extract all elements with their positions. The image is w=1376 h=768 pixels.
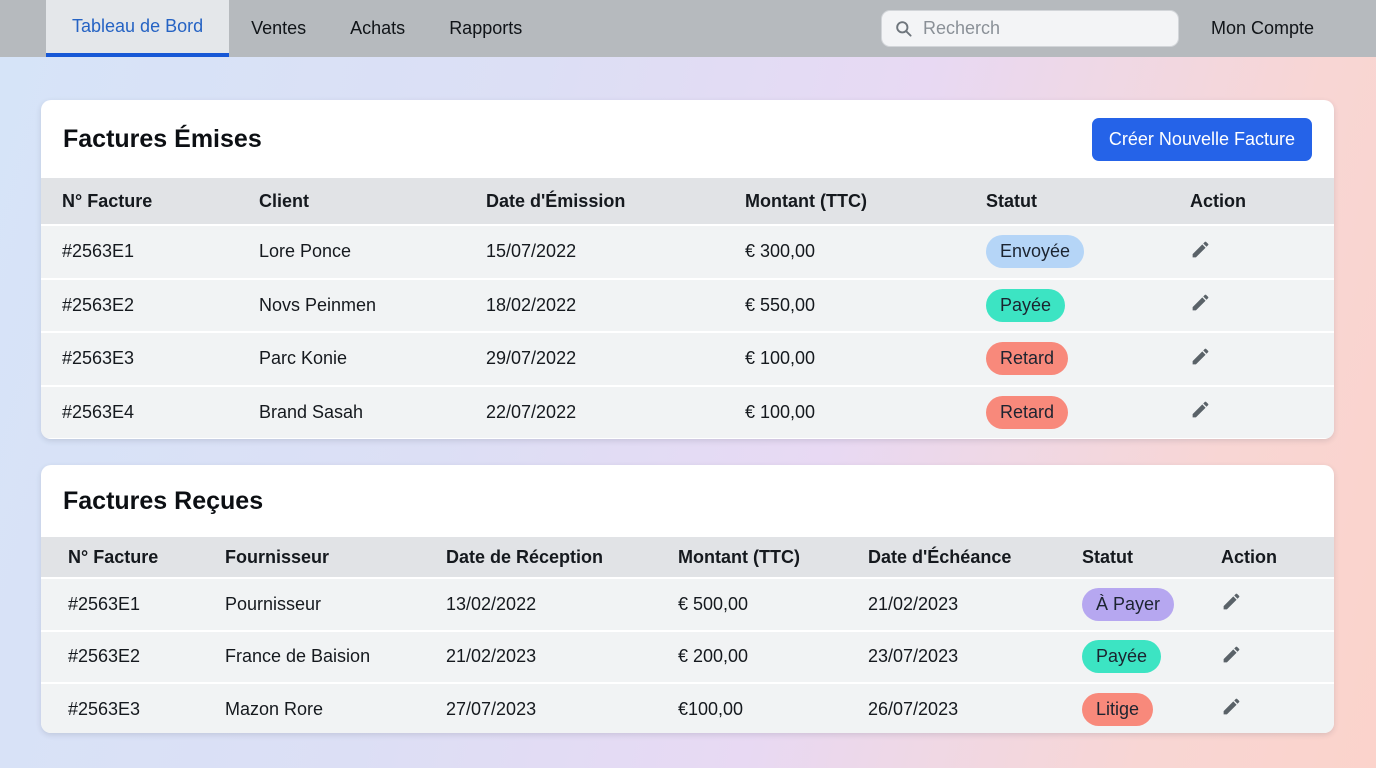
col-statut: Statut: [986, 190, 1037, 211]
amount: € 300,00: [745, 241, 816, 262]
edit-invoice-button[interactable]: [1190, 399, 1211, 420]
reception-date: 13/02/2022: [446, 593, 537, 614]
supplier-name: France de Baision: [225, 646, 371, 667]
invoice-number: #2563E2: [62, 294, 135, 315]
supplier-name: Mazon Rore: [225, 698, 324, 719]
status-badge: Litige: [1082, 692, 1154, 726]
invoice-number: #2563E1: [62, 241, 135, 262]
invoice-number: #2563E4: [62, 401, 135, 422]
table-row: #2563E1 Lore Ponce 15/07/2022 € 300,00 E…: [41, 224, 1334, 278]
table-header-emises: N° Facture Client Date d'Émission Montan…: [41, 178, 1334, 224]
emission-date: 15/07/2022: [486, 241, 577, 262]
pencil-icon: [1223, 646, 1240, 663]
table-header-recues: N° Facture Fournisseur Date de Réception…: [41, 537, 1334, 577]
tab-tableau-de-bord[interactable]: Tableau de Bord: [46, 0, 230, 57]
emission-date: 29/07/2022: [486, 348, 577, 369]
due-date: 26/07/2023: [868, 698, 959, 719]
table-row: #2563E2 France de Baision 21/02/2023 € 2…: [41, 629, 1334, 682]
edit-invoice-button[interactable]: [1190, 346, 1211, 367]
amount: € 100,00: [745, 401, 816, 422]
amount: € 200,00: [678, 646, 749, 667]
table-row: #2563E1 Pournisseur 13/02/2022 € 500,00 …: [41, 577, 1334, 630]
emission-date: 18/02/2022: [486, 294, 577, 315]
col-date-emission: Date d'Émission: [486, 190, 626, 211]
amount: € 550,00: [745, 294, 816, 315]
tab-label: Tableau de Bord: [72, 16, 204, 36]
col-client: Client: [259, 190, 310, 211]
due-date: 23/07/2023: [868, 646, 959, 667]
invoice-number: #2563E3: [62, 348, 135, 369]
edit-invoice-button[interactable]: [1221, 591, 1242, 612]
col-fournisseur: Fournisseur: [225, 546, 330, 567]
due-date: 21/02/2023: [868, 593, 959, 614]
pencil-icon: [1223, 698, 1240, 715]
table-row: #2563E2 Novs Peinmen 18/02/2022 € 550,00…: [41, 277, 1334, 331]
col-action: Action: [1190, 190, 1246, 211]
edit-invoice-button[interactable]: [1221, 644, 1242, 665]
client-name: Novs Peinmen: [259, 294, 377, 315]
reception-date: 27/07/2023: [446, 698, 537, 719]
edit-invoice-button[interactable]: [1190, 292, 1211, 313]
reception-date: 21/02/2023: [446, 646, 537, 667]
table-row: #2563E3 Parc Konie 29/07/2022 € 100,00 R…: [41, 331, 1334, 385]
search-icon: [896, 21, 912, 37]
status-badge: Payée: [1082, 640, 1162, 674]
tab-achats[interactable]: Achats: [328, 0, 427, 57]
amount: € 500,00: [678, 593, 749, 614]
col-date-reception: Date de Réception: [446, 546, 604, 567]
page-title-factures-recues: Factures Reçues: [63, 486, 264, 515]
table-row: #2563E4 Brand Sasah 22/07/2022 € 100,00 …: [41, 384, 1334, 438]
account-label: Mon Compte: [1210, 18, 1314, 38]
tab-label: Achats: [350, 18, 406, 38]
status-badge: Retard: [986, 342, 1069, 376]
col-numero: N° Facture: [68, 546, 159, 567]
invoice-number: #2563E3: [68, 698, 141, 719]
col-numero: N° Facture: [62, 190, 153, 211]
status-badge: Payée: [986, 288, 1066, 322]
col-action: Action: [1221, 546, 1277, 567]
card-header: Factures Reçues: [41, 465, 1334, 537]
col-date-echeance: Date d'Échéance: [868, 546, 1012, 567]
supplier-name: Pournisseur: [225, 593, 322, 614]
pencil-icon: [1192, 294, 1209, 311]
pencil-icon: [1192, 241, 1209, 258]
card-header: Factures Émises Créer Nouvelle Facture: [41, 100, 1334, 178]
client-name: Brand Sasah: [259, 401, 364, 422]
status-badge: À Payer: [1082, 587, 1175, 621]
account-menu[interactable]: Mon Compte: [1211, 0, 1376, 57]
status-badge: Envoyée: [986, 235, 1085, 269]
edit-invoice-button[interactable]: [1221, 696, 1242, 717]
top-navbar: Tableau de Bord Ventes Achats Rapports M…: [0, 0, 1376, 57]
edit-invoice-button[interactable]: [1190, 239, 1211, 260]
search-input[interactable]: [922, 18, 1166, 39]
search-box[interactable]: [880, 10, 1179, 47]
client-name: Parc Konie: [259, 348, 348, 369]
invoice-number: #2563E1: [68, 593, 141, 614]
nav-spacer: [544, 0, 881, 57]
status-badge: Retard: [986, 395, 1069, 429]
col-statut: Statut: [1082, 546, 1133, 567]
emission-date: 22/07/2022: [486, 401, 577, 422]
amount: € 100,00: [745, 348, 816, 369]
table-row: #2563E3 Mazon Rore 27/07/2023 €100,00 26…: [41, 682, 1334, 733]
page-title-factures-emises: Factures Émises: [63, 124, 262, 153]
invoice-number: #2563E2: [68, 646, 141, 667]
client-name: Lore Ponce: [259, 241, 352, 262]
amount: €100,00: [678, 698, 744, 719]
pencil-icon: [1192, 401, 1209, 418]
tab-rapports[interactable]: Rapports: [427, 0, 544, 57]
col-montant: Montant (TTC): [678, 546, 800, 567]
tab-label: Ventes: [251, 18, 307, 38]
pencil-icon: [1223, 593, 1240, 610]
tab-label: Rapports: [449, 18, 523, 38]
card-factures-recues: Factures Reçues N° Facture Fournisseur D…: [41, 465, 1334, 733]
create-invoice-button[interactable]: Créer Nouvelle Facture: [1091, 117, 1312, 161]
card-factures-emises: Factures Émises Créer Nouvelle Facture N…: [41, 100, 1334, 439]
tab-ventes[interactable]: Ventes: [229, 0, 328, 57]
pencil-icon: [1192, 348, 1209, 365]
col-montant: Montant (TTC): [745, 190, 867, 211]
